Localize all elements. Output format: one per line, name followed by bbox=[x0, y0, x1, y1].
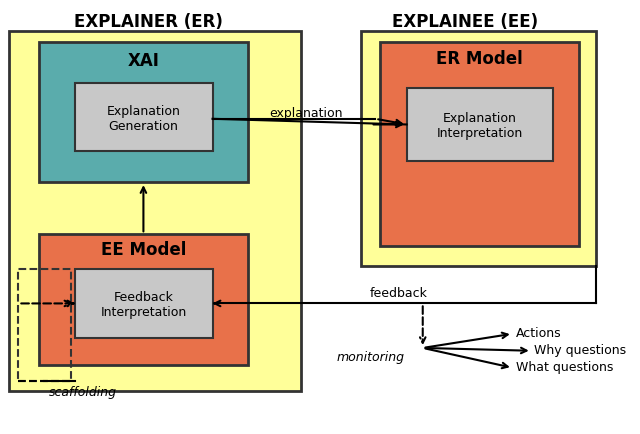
Text: EE Model: EE Model bbox=[100, 241, 186, 260]
Text: ER Model: ER Model bbox=[436, 50, 523, 68]
Text: Explanation
Interpretation: Explanation Interpretation bbox=[436, 112, 523, 140]
Bar bbox=[39, 234, 248, 365]
Bar bbox=[39, 42, 248, 182]
Text: scaffolding: scaffolding bbox=[49, 386, 116, 399]
Text: EXPLAINEE (EE): EXPLAINEE (EE) bbox=[392, 13, 538, 31]
Text: Feedback
Interpretation: Feedback Interpretation bbox=[100, 291, 186, 319]
Text: What questions: What questions bbox=[516, 362, 613, 374]
Bar bbox=[406, 88, 554, 161]
Text: Explanation
Generation: Explanation Generation bbox=[106, 105, 180, 133]
Bar bbox=[76, 270, 212, 338]
Text: XAI: XAI bbox=[127, 52, 159, 70]
Text: Why questions: Why questions bbox=[534, 344, 627, 357]
Text: monitoring: monitoring bbox=[337, 351, 404, 364]
Bar bbox=[380, 42, 579, 246]
Bar bbox=[19, 270, 70, 381]
Text: feedback: feedback bbox=[370, 287, 428, 300]
Bar bbox=[76, 83, 212, 151]
Text: Actions: Actions bbox=[516, 327, 561, 340]
Text: explanation: explanation bbox=[269, 107, 343, 120]
Bar bbox=[9, 31, 301, 391]
Text: EXPLAINER (ER): EXPLAINER (ER) bbox=[74, 13, 223, 31]
Bar bbox=[361, 31, 596, 266]
